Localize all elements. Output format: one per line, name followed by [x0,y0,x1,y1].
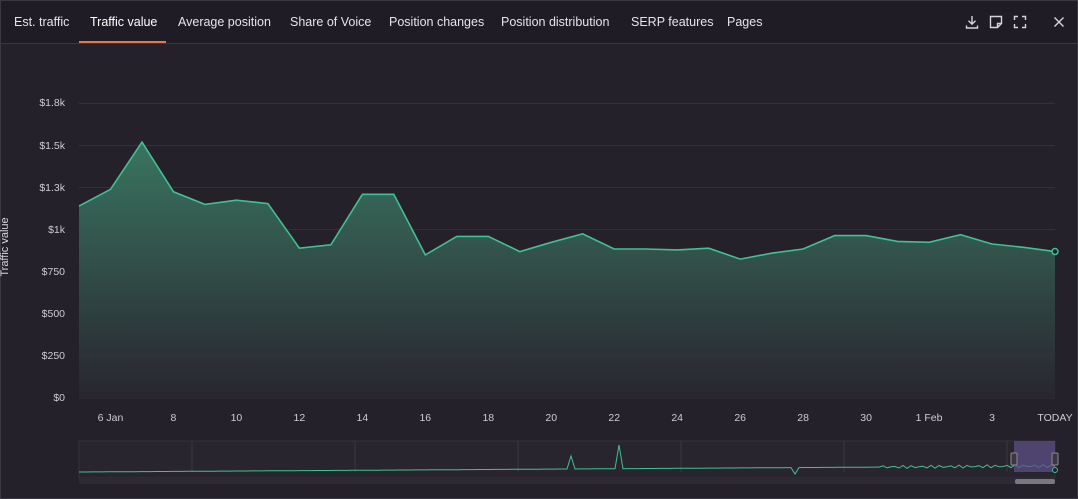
download-icon[interactable] [963,13,981,31]
x-tick-label: 30 [860,412,872,424]
navigator-end-point [1052,467,1058,473]
tab-average-position[interactable]: Average position [178,15,271,29]
active-tab-indicator [79,41,166,43]
note-icon[interactable] [987,13,1005,31]
tab-position-distribution[interactable]: Position distribution [501,15,610,29]
navigator-handle[interactable] [1051,452,1059,466]
y-tick-label: $750 [41,265,65,278]
x-tick-label: TODAY [1037,412,1073,424]
x-tick-label: 14 [356,412,369,424]
x-tick-label: 18 [482,412,495,424]
x-tick-label: 6 Jan [97,412,124,424]
tab-bar: Est. traffic Traffic value Average posit… [1,1,1077,44]
series-area [79,142,1055,398]
y-tick-label: $0 [53,392,65,404]
x-tick-label: 24 [671,412,684,424]
tab-share-of-voice[interactable]: Share of Voice [290,15,372,29]
x-tick-label: 10 [230,412,243,424]
x-tick-label: 8 [170,412,177,424]
x-tick-label: 16 [419,412,432,424]
navigator-handle[interactable] [1010,452,1018,466]
navigator-scrollbar[interactable] [79,479,1055,484]
x-tick-label: 22 [608,412,621,424]
y-tick-label: $1.5k [39,139,65,152]
x-tick-label: 28 [797,412,809,424]
tab-pages[interactable]: Pages [727,15,763,29]
fullscreen-icon[interactable] [1011,13,1029,31]
tab-traffic-value[interactable]: Traffic value [90,15,158,29]
y-tick-label: $1.3k [39,181,65,194]
x-tick-label: 20 [545,412,558,424]
y-tick-label: $250 [41,349,65,362]
tab-est-traffic[interactable]: Est. traffic [14,15,70,29]
y-tick-label: $500 [41,307,65,320]
navigator-series [79,444,1056,475]
data-point [1051,247,1059,256]
x-tick-label: 26 [734,412,746,424]
tab-position-changes[interactable]: Position changes [389,15,485,29]
navigator-selection[interactable] [1014,441,1055,472]
x-tick-label: 12 [293,412,306,424]
y-tick-label: $1.8k [39,97,65,110]
series-line [78,140,1056,260]
navigator-scrollbar-thumb[interactable] [1015,479,1055,484]
tab-serp-features[interactable]: SERP features [631,15,714,29]
x-tick-label: 1 Feb [915,412,943,424]
x-tick-label: 3 [989,412,995,424]
navigator-background [78,440,1056,479]
y-tick-label: $1k [48,223,65,236]
close-icon[interactable] [1050,13,1068,31]
